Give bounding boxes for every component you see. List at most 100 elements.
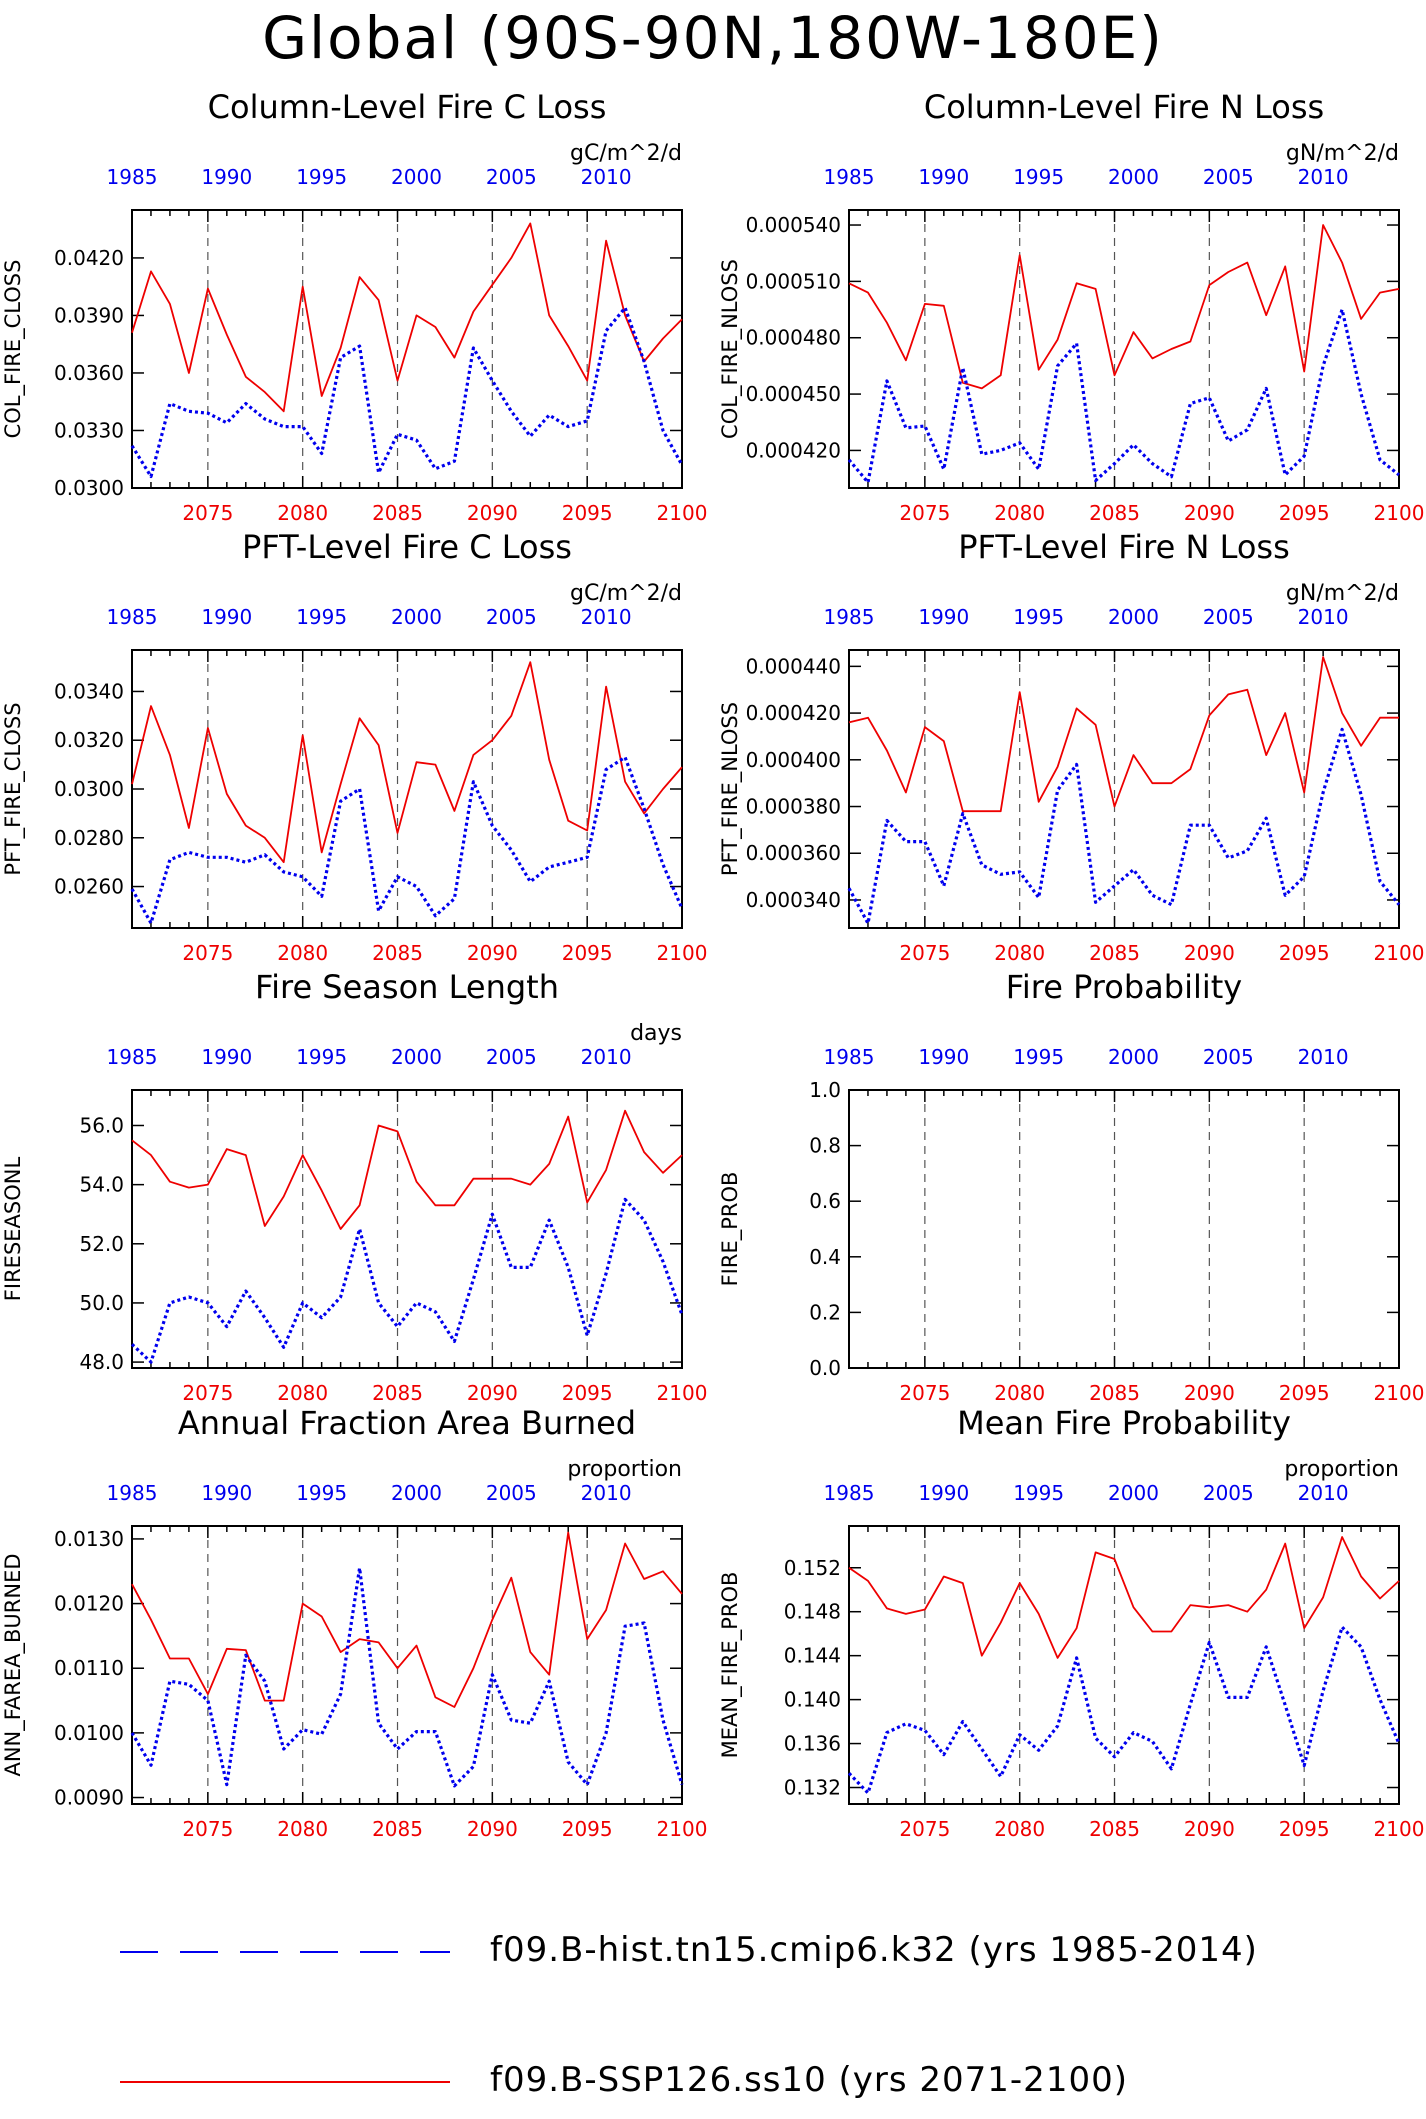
panel-8-x-tick-label-2080: 2080 <box>994 1817 1045 1841</box>
panel-2-y-tick-label: 0.000480 <box>746 326 841 350</box>
panel-4-x-tick-label-2090: 2090 <box>1184 941 1235 965</box>
panel-1-x2-tick-label-2010: 2010 <box>581 165 632 189</box>
panel-7-y-tick-label: 0.0120 <box>54 1592 124 1616</box>
panel-5-x2-tick-label-1985: 1985 <box>107 1045 158 1069</box>
panel-4-y-tick-label: 0.000400 <box>746 748 841 772</box>
panel-4-x2-tick-label-1990: 1990 <box>918 605 969 629</box>
page-title: Global (90S-90N,180W-180E) <box>262 4 1164 72</box>
panel-7-x-tick-label-2090: 2090 <box>467 1817 518 1841</box>
panel-6-x2-tick-label-2010: 2010 <box>1298 1045 1349 1069</box>
panel-4-frame <box>848 649 1400 929</box>
panel-7-series-line-hist <box>130 1566 684 1788</box>
panel-2-series-line-hist <box>847 308 1400 484</box>
panel-3-x-tick-label-2100: 2100 <box>657 941 708 965</box>
panel-8-y-tick-label: 0.140 <box>784 1688 841 1712</box>
panel-5-x-tick-label-2080: 2080 <box>277 1381 328 1405</box>
panel-4-x2-tick-label-1995: 1995 <box>1013 605 1064 629</box>
panel-7-x-tick-label-2085: 2085 <box>372 1817 423 1841</box>
panel-6-x-tick-label-2100: 2100 <box>1374 1381 1425 1405</box>
charts-canvas: Column-Level Fire C Loss gC/m^2/d 2075 2080… <box>1 88 1425 1841</box>
panel-6-y-tick-label: 1.0 <box>809 1078 841 1102</box>
panel-2-y-tick-label: 0.000450 <box>746 382 841 406</box>
panel-4-y-tick-label: 0.000420 <box>746 701 841 725</box>
panel-5-y-tick-label: 52.0 <box>79 1232 124 1256</box>
panel-1-x-tick-label-2100: 2100 <box>657 501 708 525</box>
panel-7-y-tick-label: 0.0090 <box>54 1786 124 1810</box>
panel-8-x2-tick-label-2005: 2005 <box>1203 1481 1254 1505</box>
panel-2-x2-tick-label-2000: 2000 <box>1108 165 1159 189</box>
panel-6-y-tick-label: 0.0 <box>809 1356 841 1380</box>
panel-7-x2-tick-label-1990: 1990 <box>201 1481 252 1505</box>
panel-7-frame <box>131 1525 683 1805</box>
panel-6-y-tick-label: 0.4 <box>809 1245 841 1269</box>
panel-2-x2-tick-label-1985: 1985 <box>824 165 875 189</box>
panel-2-x-tick-label-2075: 2075 <box>899 501 950 525</box>
panel-3-x2-tick-label-2000: 2000 <box>391 605 442 629</box>
panel-5-x-tick-label-2075: 2075 <box>182 1381 233 1405</box>
legend-label-hist: f09.B-hist.tn15.cmip6.k32 (yrs 1985-2014… <box>490 1930 1258 1970</box>
panel-8-x-tick-label-2090: 2090 <box>1184 1817 1235 1841</box>
panel-3-x2-tick-label-2010: 2010 <box>581 605 632 629</box>
panel-4-x2-tick-label-2010: 2010 <box>1298 605 1349 629</box>
panel-5-series-line-hist <box>130 1197 684 1364</box>
panel-7-x-tick-label-2100: 2100 <box>657 1817 708 1841</box>
panel-6-frame <box>848 1089 1400 1369</box>
panel-5-title: Fire Season Length <box>255 968 559 1006</box>
panel-4-x-tick-label-2080: 2080 <box>994 941 1045 965</box>
legend-swatch-ssp <box>120 2081 450 2083</box>
panel-7-y-tick-label: 0.0130 <box>54 1527 124 1551</box>
panel-1-y-tick-label: 0.0360 <box>54 361 124 385</box>
panel-5-x-tick-label-2090: 2090 <box>467 1381 518 1405</box>
panel-4-x2-tick-label-2000: 2000 <box>1108 605 1159 629</box>
panel-6-x-tick-label-2090: 2090 <box>1184 1381 1235 1405</box>
panel-5-x2-tick-label-2000: 2000 <box>391 1045 442 1069</box>
panel-4-units: gN/m^2/d <box>1286 581 1399 606</box>
panel-3-x2-tick-label-1990: 1990 <box>201 605 252 629</box>
panel-2-series-line-ssp <box>848 224 1400 390</box>
panel-6-title: Fire Probability <box>1006 968 1242 1006</box>
panel-2-frame <box>848 209 1400 489</box>
panel-1-x2-tick-label-2005: 2005 <box>486 165 537 189</box>
panel-1-frame <box>131 209 683 489</box>
panel-7-y-tick-label: 0.0100 <box>54 1721 124 1745</box>
panel-3-units: gC/m^2/d <box>570 581 682 606</box>
panel-1-y-tick-label: 0.0390 <box>54 303 124 327</box>
panel-6-x-tick-label-2095: 2095 <box>1279 1381 1330 1405</box>
panel-4-y-tick-label: 0.000360 <box>746 841 841 865</box>
panel-5-x-tick-label-2100: 2100 <box>657 1381 708 1405</box>
panel-2-y-tick-label: 0.000510 <box>746 269 841 293</box>
panel-5-x2-tick-label-2005: 2005 <box>486 1045 537 1069</box>
panel-2-x-tick-label-2095: 2095 <box>1279 501 1330 525</box>
panel-8-x-tick-label-2075: 2075 <box>899 1817 950 1841</box>
panel-2-x2-tick-label-2005: 2005 <box>1203 165 1254 189</box>
panel-4-x2-tick-label-1985: 1985 <box>824 605 875 629</box>
panel-4-x-tick-label-2075: 2075 <box>899 941 950 965</box>
panel-1-y-tick-label: 0.0330 <box>54 418 124 442</box>
panel-4-series-line-ssp <box>848 656 1399 813</box>
panel-2-x-tick-label-2085: 2085 <box>1089 501 1140 525</box>
panel-3-y-tick-label: 0.0260 <box>54 875 124 899</box>
panel-5-y-axis-label: FIRESEASONL <box>1 1157 25 1302</box>
panel-7-y-tick-label: 0.0110 <box>54 1656 124 1680</box>
panel-8-series-line-ssp <box>848 1536 1400 1659</box>
panel-2-y-tick-label: 0.000420 <box>746 438 841 462</box>
panel-6-y-axis-label: FIRE_PROB <box>718 1172 743 1287</box>
panel-5-y-tick-label: 56.0 <box>79 1113 124 1137</box>
panel-3-x-tick-label-2095: 2095 <box>562 941 613 965</box>
panel-2-title: Column-Level Fire N Loss <box>924 88 1324 126</box>
panel-6-x-tick-label-2075: 2075 <box>899 1381 950 1405</box>
panel-8-x-tick-label-2095: 2095 <box>1279 1817 1330 1841</box>
panel-1-x-tick-label-2085: 2085 <box>372 501 423 525</box>
legend-item-hist: f09.B-hist.tn15.cmip6.k32 (yrs 1985-2014… <box>120 1930 1370 1970</box>
panel-3-y-axis-label: PFT_FIRE_CLOSS <box>1 702 26 875</box>
panel-7-x2-tick-label-1995: 1995 <box>296 1481 347 1505</box>
panel-4-x-tick-label-2095: 2095 <box>1279 941 1330 965</box>
panel-8-y-tick-label: 0.136 <box>784 1732 841 1756</box>
panel-2-x2-tick-label-1990: 1990 <box>918 165 969 189</box>
legend-label-ssp: f09.B-SSP126.ss10 (yrs 2071-2100) <box>490 2060 1128 2100</box>
panel-1-title: Column-Level Fire C Loss <box>208 88 607 126</box>
panel-7-series-line-ssp <box>131 1531 683 1708</box>
panel-1-x2-tick-label-2000: 2000 <box>391 165 442 189</box>
panel-6-x2-tick-label-1995: 1995 <box>1013 1045 1064 1069</box>
panel-2-x-tick-label-2100: 2100 <box>1374 501 1425 525</box>
